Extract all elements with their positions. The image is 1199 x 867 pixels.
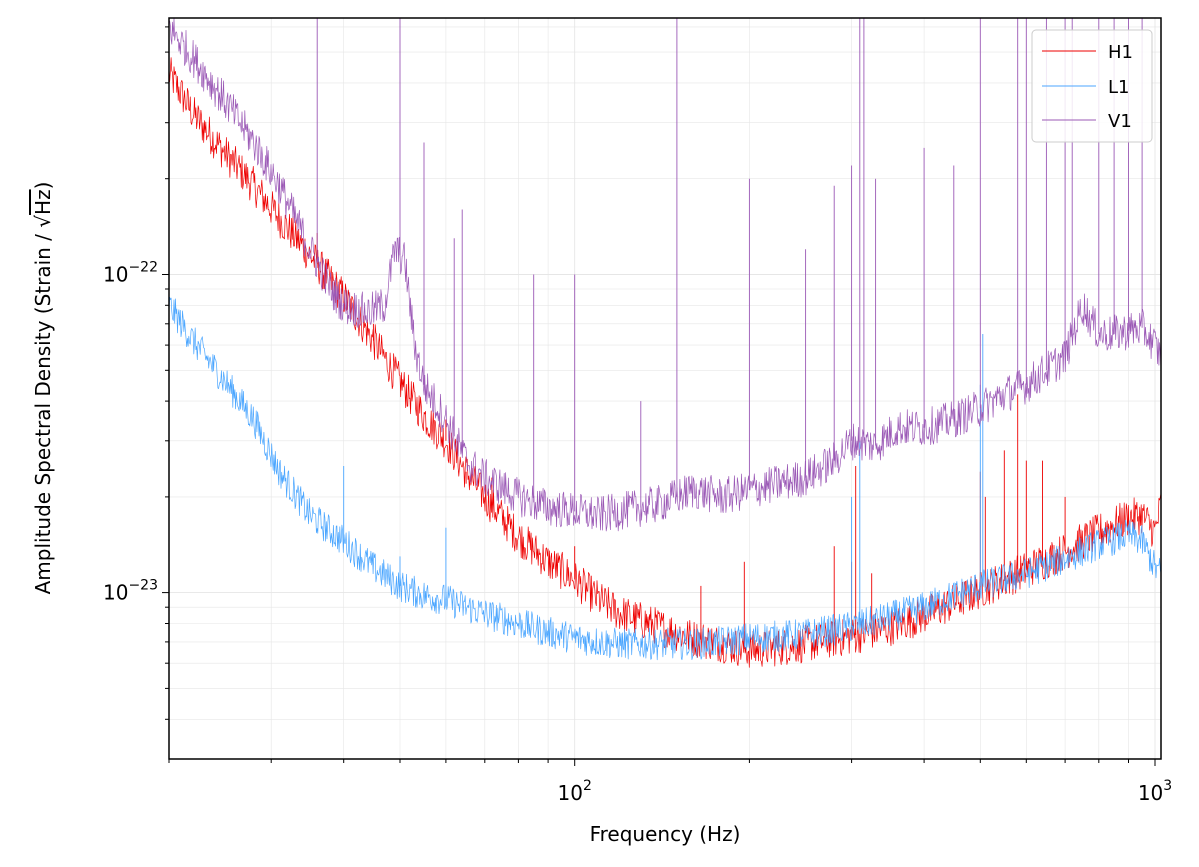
y-tick-exp: −22 [128, 260, 158, 276]
plot-frame [168, 17, 1162, 760]
y-axis-label-close: ) [31, 182, 55, 190]
x-tick-exp: 2 [583, 778, 592, 794]
y-tick-label-1e-23: 10−23 [103, 578, 158, 605]
legend: H1 L1 V1 [1031, 29, 1153, 143]
y-tick-base: 10 [103, 581, 128, 605]
y-axis-label: Amplitude Spectral Density (Strain / √Hz… [31, 182, 55, 595]
y-tick-label-1e-22: 10−22 [103, 260, 158, 287]
x-tick-base: 10 [1138, 781, 1163, 805]
x-axis-label: Frequency (Hz) [590, 822, 741, 846]
x-tick-base: 10 [558, 781, 583, 805]
series-line-l1 [169, 296, 1161, 661]
y-tick-base: 10 [103, 263, 128, 287]
x-tick-exp: 3 [1163, 778, 1172, 794]
legend-label-h1: H1 [1108, 42, 1133, 63]
x-tick-label-1000: 103 [1138, 778, 1172, 805]
y-axis-label-unit: Hz [31, 189, 55, 215]
x-tick-label-100: 102 [558, 778, 592, 805]
legend-label-v1: V1 [1108, 111, 1132, 132]
y-tick-exp: −23 [128, 578, 158, 594]
series-line-v1 [169, 18, 1161, 532]
legend-label-l1: L1 [1108, 77, 1129, 98]
axis-ticks [162, 26, 1156, 766]
sqrt-symbol: √ [31, 215, 55, 228]
svg-text:Amplitude Spectral Density (St: Amplitude Spectral Density (Strain / √Hz… [31, 182, 55, 595]
y-axis-label-text: Amplitude Spectral Density (Strain / [31, 228, 55, 595]
